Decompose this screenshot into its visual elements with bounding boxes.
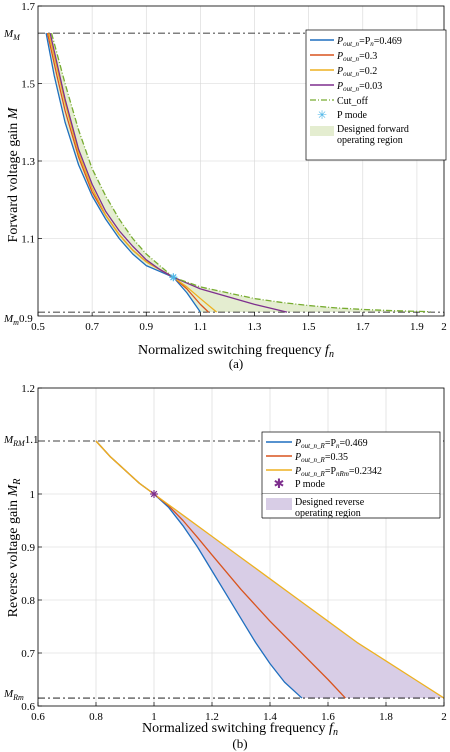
legend-item-a-3: Pout_n=0.03 (310, 81, 382, 93)
series-line-1 (46, 32, 209, 313)
x-tick-label: 1.6 (321, 711, 335, 723)
x-tick-label: 1.3 (248, 321, 262, 333)
reverse-operating-region (96, 441, 444, 699)
reverse-gain-chart: 0.6 0.8 1 1.2 1.4 1.6 1.8 2 1.2 1 0.9 0.8 0.7 0.6 MRM… (3, 383, 447, 751)
y-tick-label: 1.7 (21, 1, 35, 13)
ref-label-MRm: MRm (3, 688, 24, 702)
x-tick-label: 0.6 (31, 711, 45, 723)
legend-item-a-5: ✳ P mode (317, 108, 368, 122)
series-lines-b (95, 440, 445, 699)
y-tick-label: 1.1 (21, 234, 35, 246)
x-tick-label: 1.4 (263, 711, 277, 723)
x-tick-label: 2 (441, 321, 447, 333)
x-tick-label: 1.7 (356, 321, 370, 333)
x-tick-label: 0.7 (85, 321, 99, 333)
y-tick-label: 0.7 (21, 648, 35, 660)
p-mode-marker-a (169, 273, 178, 282)
legend-item-b-2: Pout_n_R=PnRm=0.2342 (266, 466, 382, 478)
legend-item-a-6: Designed forward operating region (310, 124, 409, 146)
series-line-0 (45, 33, 201, 313)
series-line-2 (95, 440, 445, 699)
series-line-3 (49, 32, 288, 313)
y-tick-label: 0.6 (21, 701, 35, 713)
ylabel-b: Reverse voltage gain MR (6, 479, 23, 618)
legend-item-a-0: Pout_n=Pn=0.469 (310, 36, 402, 48)
y-tick-label: 1.5 (21, 79, 35, 91)
svg-text:Pout_n=0.03: Pout_n=0.03 (336, 81, 382, 93)
legend-item-b-4: Designed reverse operating region (261, 494, 441, 519)
legend-b: Pout_n_R=Pn=0.469 Pout_n_R=0.35 Pout_n_R… (261, 431, 441, 495)
x-tick-label: 1.5 (302, 321, 316, 333)
legend-item-a-1: Pout_n=0.3 (310, 51, 377, 63)
p-mode-marker-b (150, 490, 158, 498)
x-tick-label: 2 (441, 711, 447, 723)
svg-text:✳: ✳ (317, 108, 327, 122)
legend-item-a-2: Pout_n=0.2 (310, 66, 377, 78)
y-tick-label: 1.2 (21, 383, 35, 395)
ref-label-Mm: Mm0.9 (3, 313, 33, 327)
x-tick-label: 0.5 (31, 321, 45, 333)
x-tick-label: 0.8 (89, 711, 103, 723)
x-tick-label: 1.1 (194, 321, 208, 333)
svg-text:operating region: operating region (337, 135, 403, 146)
legend-item-b-1: Pout_n_R=0.35 (266, 452, 348, 464)
y-tick-label: 0.8 (21, 595, 35, 607)
forward-gain-chart: 0.5 0.7 0.9 1.1 1.3 1.5 1.7 1.9 2 1.7 1.5 1.3 1.1 MM… (3, 1, 447, 371)
caption-a: (a) (229, 356, 243, 371)
svg-text:Designed forward: Designed forward (337, 124, 409, 135)
p-mode-marker-stroke (170, 273, 177, 281)
x-tick-label: 1.2 (205, 711, 219, 723)
svg-text:P mode: P mode (295, 479, 325, 490)
x-tick-label: 1.8 (379, 711, 393, 723)
svg-text:Pout_n_R=PnRm=0.2342: Pout_n_R=PnRm=0.2342 (294, 466, 382, 478)
legend-a: Pout_n=Pn=0.469 Pout_n=0.3 Pout_n=0.2 Po… (305, 29, 447, 161)
xlabel-b: Normalized switching frequency fn (142, 721, 338, 738)
svg-text:Cut_off: Cut_off (337, 96, 369, 107)
tick-labels-a: 0.5 0.7 0.9 1.1 1.3 1.5 1.7 1.9 2 1.7 1.5 1.3 1.1 (21, 1, 447, 333)
x-tick-label: 1 (151, 711, 157, 723)
series-line-4 (50, 32, 431, 313)
svg-text:Pout_n=0.2: Pout_n=0.2 (336, 66, 377, 78)
y-tick-label: 1 (30, 489, 36, 501)
caption-b: (b) (232, 736, 247, 751)
svg-text:Pout_n=0.3: Pout_n=0.3 (336, 51, 377, 63)
svg-text:Pout_n=Pn=0.469: Pout_n=Pn=0.469 (336, 36, 402, 48)
tick-labels-b: 0.6 0.8 1 1.2 1.4 1.6 1.8 2 1.2 1 0.9 0.8 0.7 0.6 (21, 383, 447, 723)
svg-text:Designed reverse: Designed reverse (295, 497, 365, 508)
legend-item-b-3: ✱ P mode (274, 476, 326, 491)
x-tick-label: 1.9 (410, 321, 424, 333)
p-mode-marker-stroke (150, 490, 158, 498)
ref-label-MM: MM (3, 28, 21, 42)
svg-text:✱: ✱ (274, 476, 285, 491)
ylabel-a: Forward voltage gain M (6, 106, 21, 242)
ref-label-MRM: MRM1.1 (3, 434, 38, 448)
y-tick-label: 0.9 (21, 542, 35, 554)
svg-text:Pout_n_R=0.35: Pout_n_R=0.35 (294, 452, 348, 464)
svg-text:operating region: operating region (295, 508, 361, 519)
legend-item-b-0: Pout_n_R=Pn=0.469 (266, 438, 368, 450)
legend-item-a-4: Cut_off (310, 96, 369, 107)
x-tick-label: 0.9 (139, 321, 153, 333)
series-line-2 (48, 32, 218, 313)
xlabel-a: Normalized switching frequency fn (138, 343, 334, 360)
svg-text:P mode: P mode (337, 110, 367, 121)
svg-text:Pout_n_R=Pn=0.469: Pout_n_R=Pn=0.469 (294, 438, 368, 450)
y-tick-label: 1.3 (21, 156, 35, 168)
